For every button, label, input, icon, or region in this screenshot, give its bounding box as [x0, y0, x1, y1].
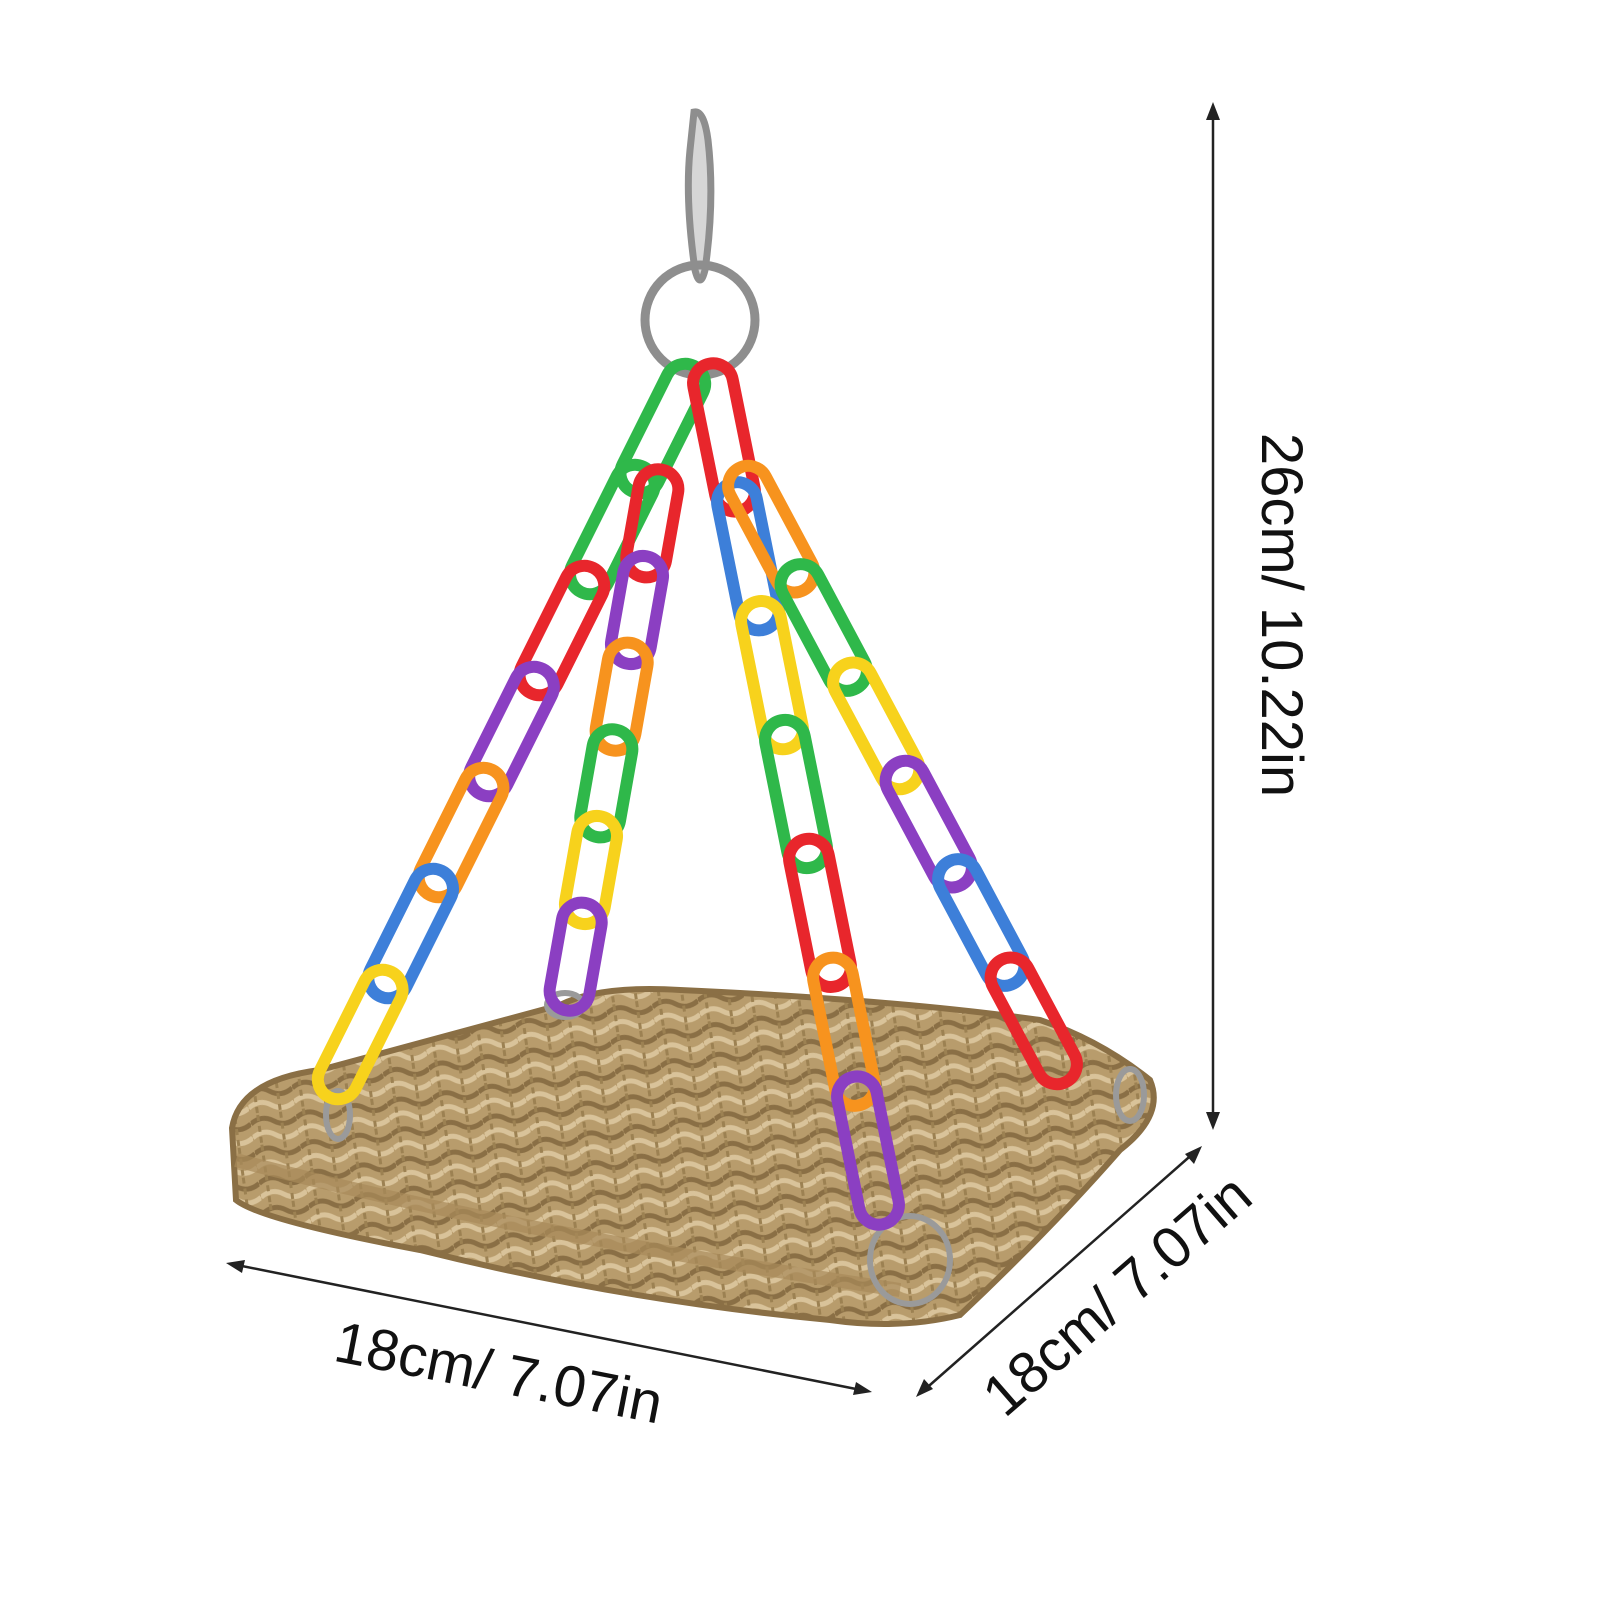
chain-link [735, 595, 809, 756]
chain-link [807, 951, 881, 1112]
chain-link [620, 463, 685, 584]
chain-link [932, 853, 1031, 992]
chain-link [558, 809, 624, 931]
woven-mat [228, 986, 1157, 1327]
height-label: 26cm/ 10.22in [1249, 433, 1314, 797]
chain-link [463, 660, 560, 803]
chain-link [831, 1070, 905, 1231]
chain-link [311, 963, 409, 1106]
chain-link [589, 636, 654, 757]
chain-link [879, 754, 978, 894]
chain-link [412, 761, 510, 904]
chain-link [759, 713, 833, 875]
chains [311, 357, 1083, 1231]
mat-edge [234, 1153, 902, 1297]
dimension-lines [226, 102, 1220, 1397]
chain-link [543, 896, 608, 1017]
chain-link [984, 951, 1083, 1091]
chain-link [722, 459, 821, 599]
chain-link [513, 559, 611, 702]
chain-link [774, 558, 873, 697]
width-label: 18cm/ 7.07in [330, 1309, 668, 1436]
chain-link [604, 549, 670, 671]
hook [640, 108, 760, 380]
chain-link [574, 723, 639, 844]
chain-link [362, 862, 459, 1005]
chain-link [783, 832, 857, 993]
chain-link [827, 656, 926, 796]
